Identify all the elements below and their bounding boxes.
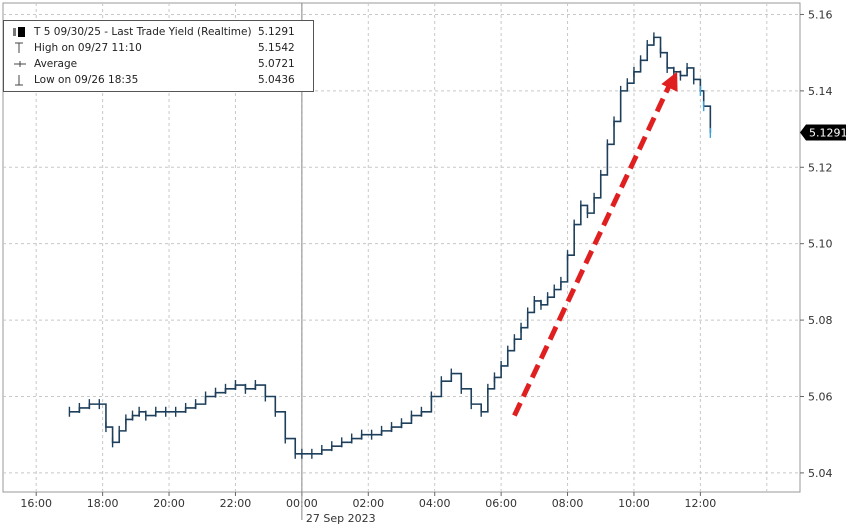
x-tick-label: 12:00	[685, 497, 717, 510]
average-marker-icon	[12, 58, 30, 70]
legend-series-label: T 5 09/30/25 - Last Trade Yield (Realtim…	[34, 26, 252, 38]
y-tick-label: 5.08	[808, 314, 833, 327]
trend-arrow-head	[661, 71, 678, 92]
chart-legend: T 5 09/30/25 - Last Trade Yield (Realtim…	[3, 20, 314, 92]
x-tick-label: 06:00	[485, 497, 517, 510]
x-tick-label: 10:00	[618, 497, 650, 510]
last-value-tag-label: 5.1291	[809, 127, 848, 140]
legend-high-value: 5.1542	[258, 42, 295, 54]
legend-series-value: 5.1291	[258, 26, 295, 38]
low-marker-icon	[12, 74, 30, 86]
y-tick-label: 5.06	[808, 390, 833, 403]
trend-arrow-shaft	[512, 84, 672, 417]
ohlc-bar-icon	[12, 26, 30, 38]
legend-average-value: 5.0721	[258, 58, 295, 70]
x-tick-label: 22:00	[220, 497, 252, 510]
x-tick-label: 18:00	[87, 497, 119, 510]
x-tick-label: 16:00	[20, 497, 52, 510]
x-date-label: 27 Sep 2023	[306, 512, 376, 525]
y-tick-label: 5.04	[808, 467, 833, 480]
x-tick-label: 20:00	[153, 497, 185, 510]
y-tick-label: 5.14	[808, 85, 833, 98]
legend-low-label: Low on 09/26 18:35	[34, 74, 139, 86]
high-marker-icon	[12, 42, 30, 54]
y-tick-label: 5.12	[808, 161, 833, 174]
legend-high-label: High on 09/27 11:10	[34, 42, 142, 54]
x-tick-label: 08:00	[552, 497, 584, 510]
legend-low-value: 5.0436	[258, 74, 295, 86]
x-tick-label: 04:00	[419, 497, 451, 510]
x-tick-label: 02:00	[352, 497, 384, 510]
y-tick-label: 5.16	[808, 8, 833, 21]
last-value-tag	[800, 124, 846, 141]
y-tick-label: 5.10	[808, 238, 833, 251]
legend-average-label: Average	[34, 58, 78, 70]
